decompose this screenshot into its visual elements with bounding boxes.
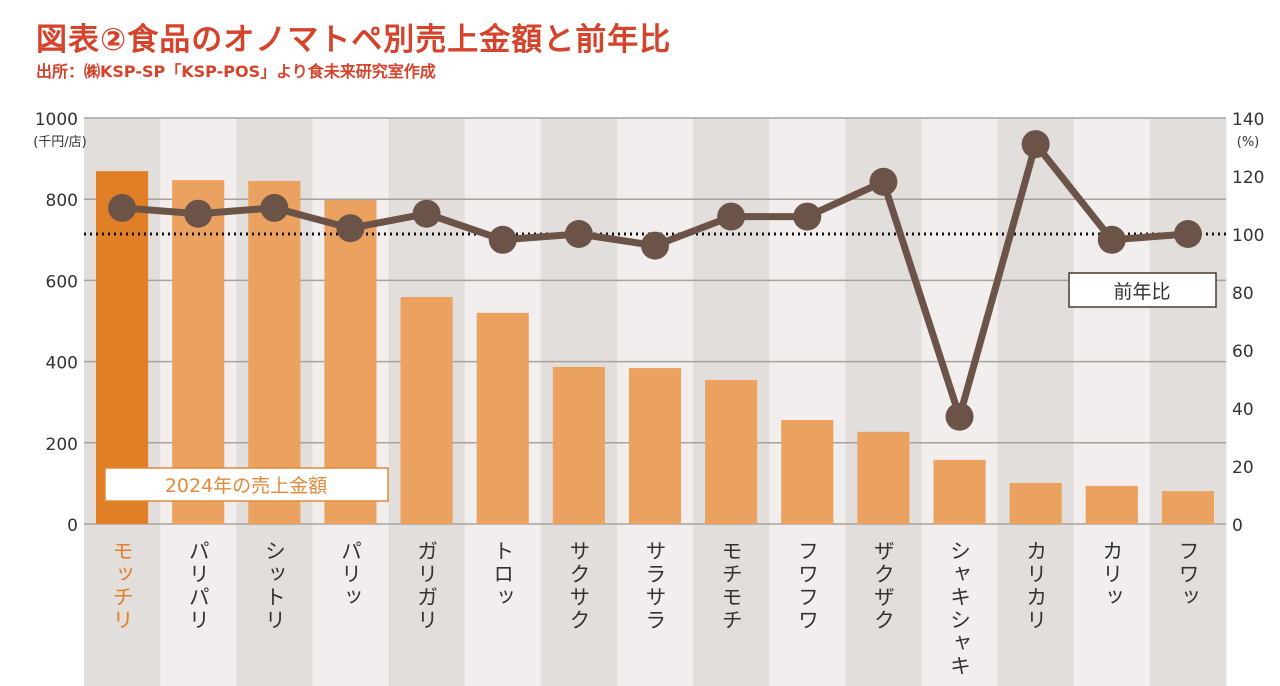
column-band: [312, 118, 390, 686]
bar-ザクザク: [857, 431, 910, 524]
column-band: [388, 118, 466, 686]
left-tick-label: 600: [46, 272, 78, 292]
bar-フワフワ: [781, 420, 834, 524]
yoy-point-パリッ: [336, 214, 365, 243]
category-label: カリッ: [1100, 540, 1124, 609]
category-label: シットリ: [262, 540, 286, 632]
category-label: フワフワ: [795, 540, 819, 632]
yoy-point-ザクザク: [869, 167, 898, 196]
left-tick-label: 0: [67, 516, 78, 536]
right-tick-label: 20: [1232, 458, 1254, 478]
yoy-point-フワッ: [1173, 220, 1202, 248]
bar-パリパリ: [172, 180, 225, 525]
column-band: [693, 118, 770, 686]
bar-カリカリ: [1009, 482, 1062, 524]
column-band: [845, 118, 922, 686]
column-band: [1149, 118, 1227, 686]
legend-bar-label: 2024年の売上金額: [165, 475, 327, 497]
legend-line-label: 前年比: [1113, 281, 1170, 303]
column-band: [1073, 118, 1151, 686]
yoy-point-ガリガリ: [412, 199, 441, 228]
right-tick-label: 60: [1232, 342, 1254, 362]
bar-モチモチ: [705, 379, 758, 524]
column-band: [921, 118, 999, 686]
category-label: モチモチ: [719, 540, 743, 632]
bar-サラサラ: [628, 368, 682, 524]
yoy-point-サクサク: [564, 220, 593, 248]
yoy-point-カリッ: [1097, 225, 1126, 254]
right-tick-label: 120: [1232, 168, 1264, 188]
left-tick-label: 1000: [35, 110, 78, 130]
right-tick-label: 100: [1232, 226, 1264, 246]
left-tick-label: 400: [46, 354, 78, 374]
category-label: カリカリ: [1024, 540, 1048, 632]
left-tick-label: 200: [46, 435, 78, 455]
yoy-point-トロッ: [488, 225, 517, 254]
yoy-point-カリカリ: [1021, 130, 1050, 159]
bar-フワッ: [1161, 491, 1214, 524]
right-tick-label: 140: [1232, 110, 1264, 130]
bar-パリッ: [324, 200, 377, 524]
right-tick-label: 40: [1232, 400, 1254, 420]
category-label: パリッ: [338, 540, 362, 609]
bar-ガリガリ: [400, 297, 453, 524]
legend-line: 前年比: [1068, 272, 1217, 308]
column-band: [616, 118, 694, 686]
category-label: サクサク: [567, 540, 591, 632]
category-label: サラサラ: [643, 540, 667, 632]
bar-サクサク: [552, 366, 605, 524]
yoy-point-サラサラ: [641, 231, 669, 260]
bar-トロッ: [476, 312, 529, 524]
category-label: フワッ: [1176, 540, 1200, 609]
yoy-line: [121, 140, 1189, 421]
category-label: ザクザク: [871, 540, 895, 632]
yoy-point-シャキシャキ: [945, 402, 974, 431]
bar-シットリ: [248, 180, 301, 524]
bar-シャキシャキ: [933, 459, 986, 524]
yoy-point-パリパリ: [184, 199, 213, 228]
yoy-point-モチモチ: [717, 202, 746, 231]
category-label: シャキシャキ: [948, 540, 972, 678]
category-label: モッチリ: [110, 540, 134, 632]
category-label: ガリガリ: [415, 540, 439, 632]
chart-subtitle: 出所：㈱KSP-SP「KSP-POS」より食未来研究室作成: [36, 62, 436, 81]
column-band: [84, 118, 161, 686]
yoy-point-フワフワ: [793, 202, 822, 231]
column-band: [160, 118, 237, 686]
bar-モッチリ: [96, 171, 149, 524]
yoy-point-シットリ: [260, 193, 289, 222]
right-tick-label: 80: [1232, 284, 1254, 304]
bar-カリッ: [1085, 485, 1138, 524]
column-band: [997, 118, 1075, 686]
column-band: [540, 118, 618, 686]
yoy-point-モッチリ: [108, 193, 137, 222]
left-axis-unit: (千円/店): [33, 135, 87, 150]
column-band: [464, 118, 542, 686]
right-axis-unit: (%): [1237, 135, 1260, 150]
category-label: トロッ: [491, 540, 515, 609]
legend-bar: 2024年の売上金額: [104, 467, 389, 502]
category-label: パリパリ: [186, 540, 210, 632]
column-band: [236, 118, 313, 686]
column-band: [769, 118, 846, 686]
chart-title: 図表②食品のオノマトペ別売上金額と前年比: [36, 22, 672, 58]
right-tick-label: 0: [1232, 516, 1243, 536]
left-tick-label: 800: [46, 191, 78, 211]
